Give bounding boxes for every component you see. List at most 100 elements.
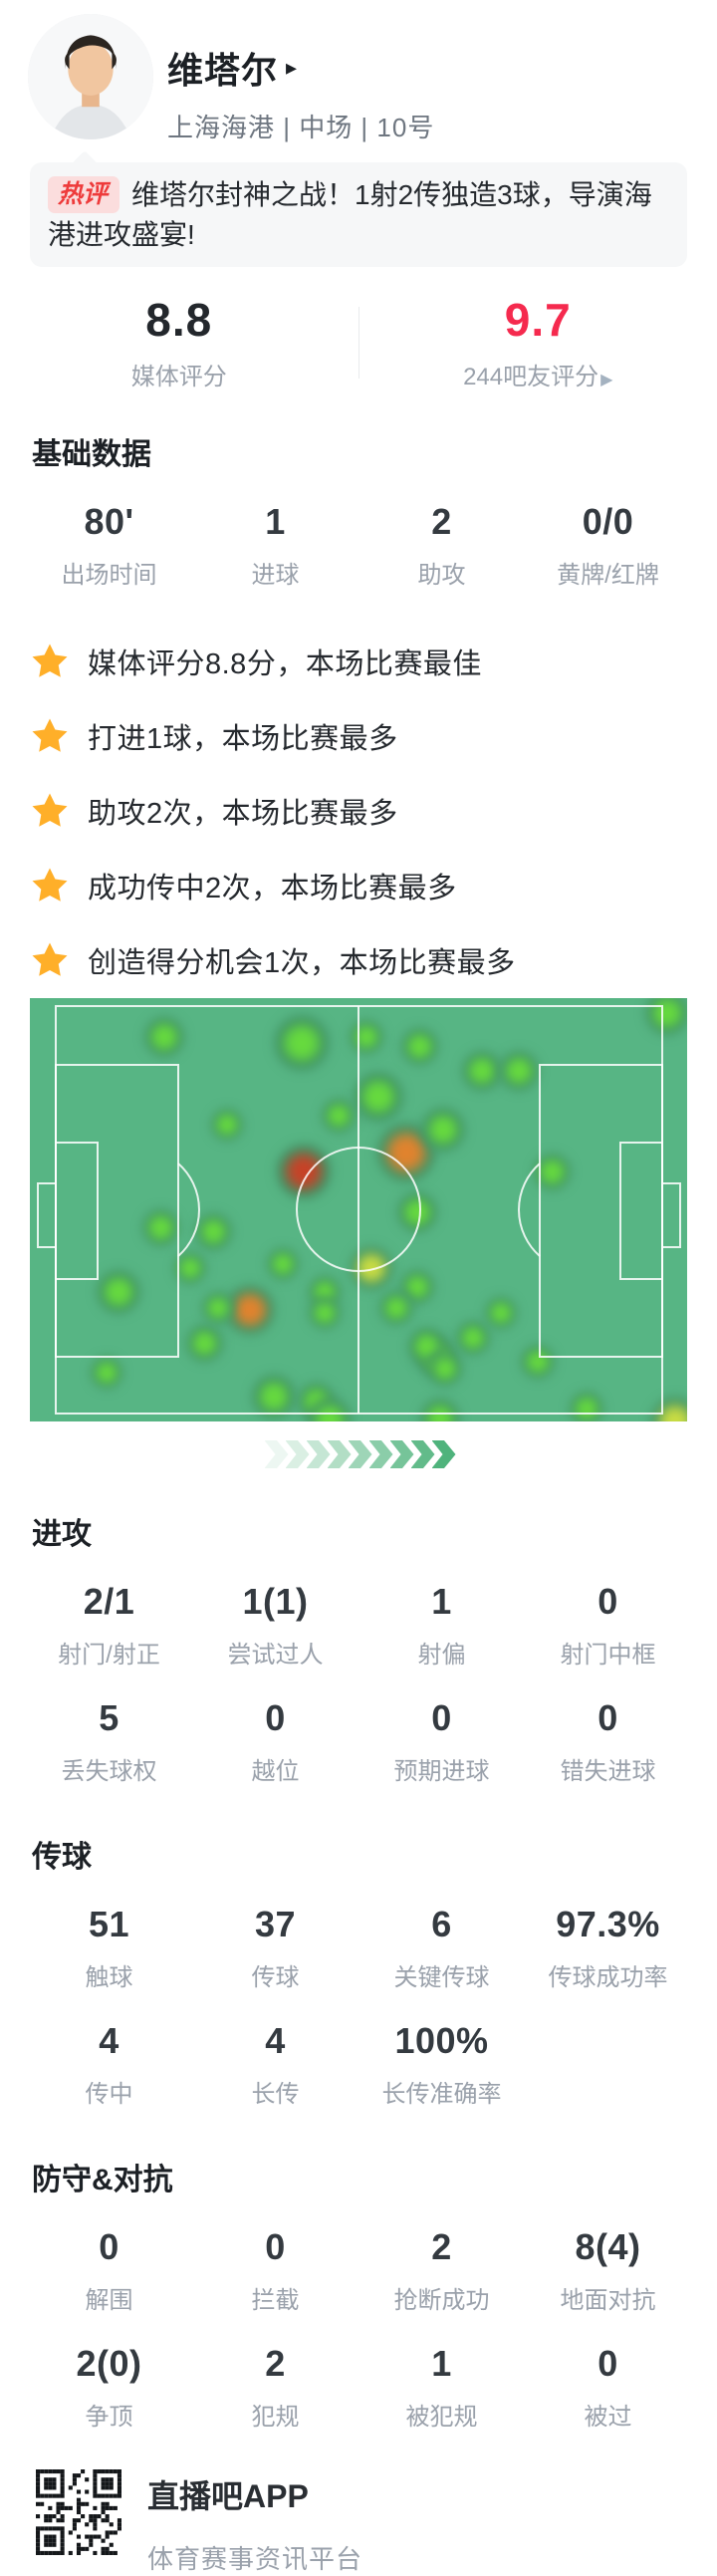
chevron-icon [411,1440,435,1468]
chevron-icon [265,1440,289,1468]
highlight-item: 助攻2次，本场比赛最多 [30,789,687,833]
stat-label: 拦截 [192,2280,358,2315]
chevron-icon [328,1440,352,1468]
section-title-passing: 传球 [0,1832,717,1876]
fans-rating[interactable]: 9.7 244吧友评分▶ [359,293,717,391]
stat-value: 37 [192,1904,358,1945]
highlight-item: 媒体评分8.8分，本场比赛最佳 [30,640,687,683]
pitch-lines [30,998,687,1421]
highlight-item: 创造得分机会1次，本场比赛最多 [30,938,687,982]
attack-direction-chevrons [0,1439,717,1469]
player-header: 维塔尔 ▸ 上海海港 | 中场 | 10号 [0,0,717,144]
stat-value: 2(0) [26,2343,192,2385]
stat-label: 射门/射正 [26,1635,192,1670]
stat-value: 1(1) [192,1581,358,1623]
section-title-basic: 基础数据 [0,429,717,473]
stat-cell: 0 解围 [26,2226,192,2315]
stat-value: 0/0 [525,501,691,543]
stat-label: 长传准确率 [358,2074,525,2109]
stat-cell [525,2020,691,2109]
fans-rating-text: 244吧友评分 [463,364,598,390]
player-name: 维塔尔 [167,42,278,94]
stat-value: 4 [26,2020,192,2062]
stat-value: 1 [358,1581,525,1623]
hot-comment-text: 维塔尔封神之战！1射2传独造3球，导演海港进攻盛宴! [48,179,652,250]
stat-label: 被过 [525,2397,691,2432]
stat-label: 解围 [26,2280,192,2315]
bubble-pointer [72,150,97,175]
stat-value: 100% [358,2020,525,2062]
stat-label: 尝试过人 [192,1635,358,1670]
stat-value: 5 [26,1697,192,1739]
stat-cell: 2(0) 争顶 [26,2343,192,2432]
media-rating: 8.8 媒体评分 [0,293,358,391]
chevron-icon [369,1440,393,1468]
stat-value: 51 [26,1904,192,1945]
app-name: 直播吧APP [147,2471,362,2517]
stat-label: 传中 [26,2074,192,2109]
stat-label: 助攻 [358,555,525,590]
section-title-attack: 进攻 [0,1509,717,1553]
star-icon [30,642,70,681]
heatmap-pitch [30,998,687,1421]
stat-label: 传球 [192,1957,358,1992]
fans-rating-value: 9.7 [359,293,717,347]
chevron-icon [349,1440,372,1468]
stat-label: 错失进球 [525,1751,691,1786]
stat-value: 6 [358,1904,525,1945]
stat-cell: 4 传中 [26,2020,192,2109]
stat-value: 97.3% [525,1904,691,1945]
stat-value: 0 [525,2343,691,2385]
stat-value: 0 [192,1697,358,1739]
hot-badge: 热评 [48,176,120,213]
stat-cell: 0 越位 [192,1697,358,1786]
stat-label: 争顶 [26,2397,192,2432]
highlight-text: 助攻2次，本场比赛最多 [88,790,398,832]
stat-label: 越位 [192,1751,358,1786]
player-name-row[interactable]: 维塔尔 ▸ [167,42,434,94]
app-footer: 直播吧APP 体育赛事资讯平台 [36,2469,687,2576]
stat-label: 关键传球 [358,1957,525,1992]
fans-rating-label: 244吧友评分▶ [359,357,717,391]
star-icon [30,866,70,905]
highlight-text: 成功传中2次，本场比赛最多 [88,865,457,906]
stat-value: 0 [26,2226,192,2268]
stat-label: 进球 [192,555,358,590]
stat-value: 8(4) [525,2226,691,2268]
stat-label: 传球成功率 [525,1957,691,1992]
stat-label: 丢失球权 [26,1751,192,1786]
stat-value: 80' [26,501,192,543]
stat-cell: 5 丢失球权 [26,1697,192,1786]
ratings-row: 8.8 媒体评分 9.7 244吧友评分▶ [0,293,717,391]
media-rating-label: 媒体评分 [0,357,358,391]
star-icon [30,716,70,756]
media-rating-value: 8.8 [0,293,358,347]
stat-label: 出场时间 [26,555,192,590]
qr-code [36,2469,121,2555]
app-description: 体育赛事资讯平台 [147,2539,362,2576]
stat-cell: 100% 长传准确率 [358,2020,525,2109]
highlight-item: 打进1球，本场比赛最多 [30,714,687,758]
stat-cell: 8(4) 地面对抗 [525,2226,691,2315]
stat-cell: 0 被过 [525,2343,691,2432]
stat-label: 长传 [192,2074,358,2109]
player-avatar[interactable] [28,14,153,139]
stat-cell: 97.3% 传球成功率 [525,1904,691,1992]
chevron-icon [286,1440,310,1468]
stat-cell: 6 关键传球 [358,1904,525,1992]
stat-value: 2 [358,2226,525,2268]
stat-cell: 80' 出场时间 [26,501,192,590]
stat-label: 地面对抗 [525,2280,691,2315]
stat-cell: 37 传球 [192,1904,358,1992]
